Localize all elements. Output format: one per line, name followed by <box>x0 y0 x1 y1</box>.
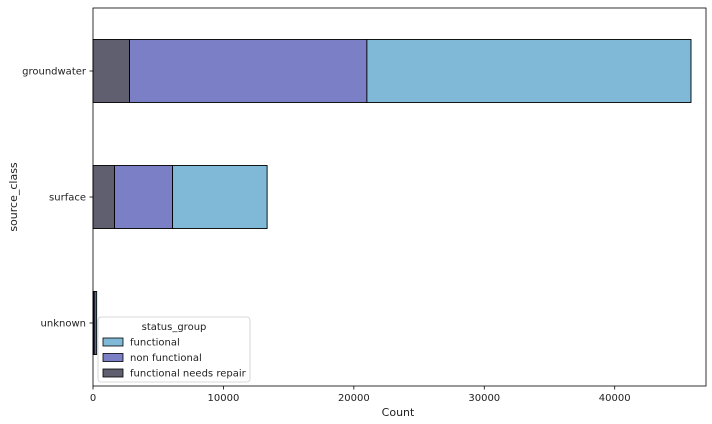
x-tick-label: 20000 <box>338 393 370 404</box>
bar-unknown-functional <box>94 291 98 355</box>
bar-groundwater-functional-needs-repair <box>92 39 130 103</box>
bar-surface-functional <box>172 165 268 229</box>
y-tick-label: surface <box>49 193 86 204</box>
legend-label: non functional <box>130 353 202 364</box>
legend-title: status_group <box>142 322 207 333</box>
y-tick-label: unknown <box>41 319 86 330</box>
x-axis-label: Count <box>382 406 415 419</box>
legend-box <box>97 316 251 383</box>
bar-surface-functional-needs-repair <box>92 165 115 229</box>
bar-groundwater-non-functional <box>129 39 368 103</box>
x-tick-label: 0 <box>90 393 96 404</box>
legend-label: functional <box>130 338 180 349</box>
x-tick-label: 30000 <box>468 393 500 404</box>
x-tick-label: 40000 <box>599 393 631 404</box>
legend-swatch <box>102 368 124 378</box>
x-axis: 0 10000 20000 30000 40000 <box>90 386 631 404</box>
y-axis: groundwater surface unknown <box>22 67 93 330</box>
bars-layer <box>92 39 692 355</box>
legend-label: functional needs repair <box>130 369 247 380</box>
bar-groundwater-functional <box>366 39 692 103</box>
bar-surface-non-functional <box>114 165 174 229</box>
y-axis-label: source_class <box>7 162 20 232</box>
x-tick-label: 10000 <box>208 393 240 404</box>
y-tick-label: groundwater <box>22 67 87 78</box>
legend-items: functional non functional functional needs… <box>102 337 247 380</box>
legend-swatch <box>102 353 124 362</box>
legend-swatch <box>102 337 124 347</box>
